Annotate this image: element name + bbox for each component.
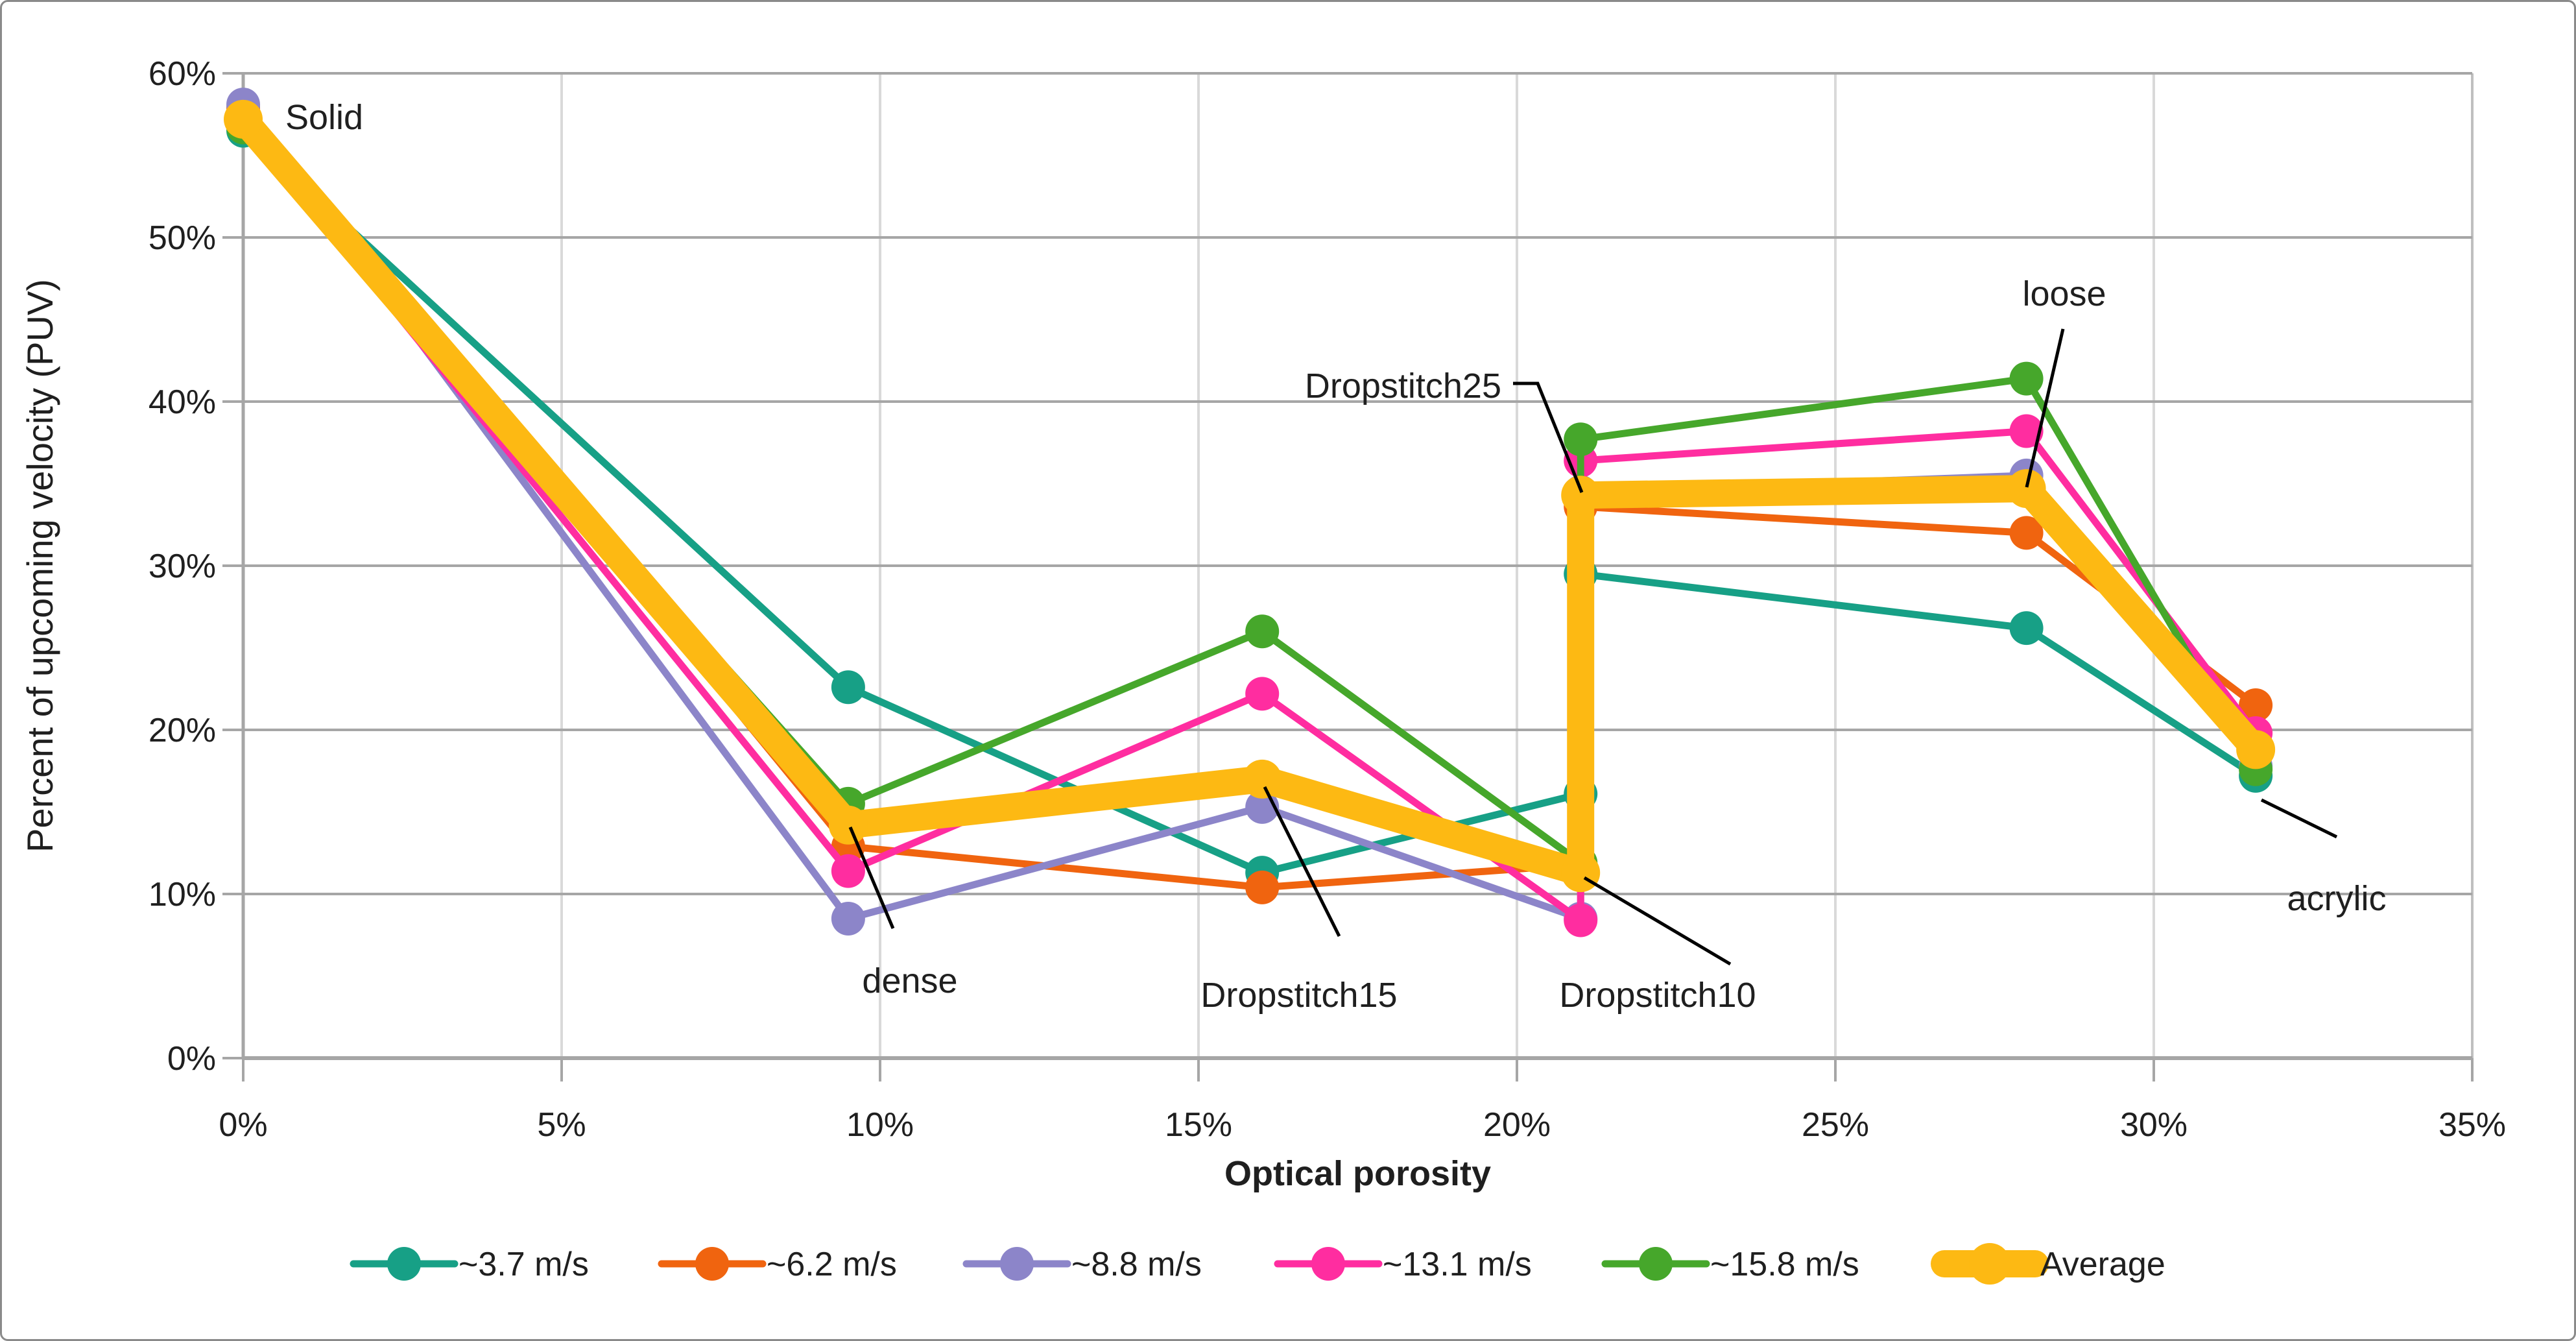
y-tick-label: 40% [149, 383, 216, 421]
data-point-marker[interactable] [2236, 730, 2276, 769]
data-point-marker[interactable] [2009, 414, 2044, 448]
annotation-leader-line [2025, 328, 2065, 488]
data-point-marker[interactable] [1564, 903, 1598, 937]
legend-item-~3.7 m/s[interactable]: ~3.7 m/s [350, 1246, 589, 1283]
data-point-marker[interactable] [2009, 611, 2044, 646]
annotation-label: Dropstitch15 [1200, 976, 1397, 1015]
x-tick-label: 0% [219, 1106, 267, 1144]
data-point-marker[interactable] [1564, 422, 1598, 457]
legend-marker-icon [1969, 1243, 2010, 1285]
data-point-marker[interactable] [828, 805, 868, 845]
data-point-marker[interactable] [1245, 614, 1280, 649]
x-axis-title: Optical porosity [1224, 1154, 1491, 1193]
annotation-leader-line [1513, 381, 1584, 493]
legend-marker-icon [1000, 1247, 1034, 1281]
annotation-leader-line [848, 827, 895, 929]
series-Average[interactable] [224, 99, 2276, 893]
axis-titles: Optical porosity Percent of upcoming velo… [19, 279, 1491, 1193]
y-tick-label: 60% [149, 55, 216, 93]
y-tick-label: 20% [149, 712, 216, 749]
annotation-leader-line [2260, 798, 2338, 839]
data-point-marker[interactable] [831, 901, 865, 936]
legend-marker-icon [695, 1247, 729, 1281]
annotation-label: Dropstitch25 [1305, 367, 1501, 405]
data-point-marker[interactable] [1243, 759, 1282, 799]
data-point-marker[interactable] [2009, 361, 2044, 396]
legend-item-~15.8 m/s[interactable]: ~15.8 m/s [1601, 1246, 1859, 1283]
data-point-marker[interactable] [1561, 476, 1601, 515]
annotation-label: loose [2022, 274, 2106, 313]
legend-marker-icon [387, 1247, 421, 1281]
axes [222, 72, 2474, 1081]
y-tick-label: 0% [167, 1040, 216, 1078]
legend-label: ~6.2 m/s [767, 1246, 897, 1283]
x-tick-label: 15% [1165, 1106, 1232, 1144]
annotations: Solid dense Dropstitch15 Dropstitch10 Dropst… [285, 98, 2387, 1015]
data-point-marker[interactable] [2007, 469, 2046, 509]
annotation-leader-line [1263, 786, 1341, 937]
legend-item-Average[interactable]: Average [1931, 1243, 2165, 1285]
legend-marker-icon [1311, 1247, 1345, 1281]
series-~8.8 m/s[interactable] [226, 88, 2273, 936]
x-tick-label: 10% [846, 1106, 914, 1144]
x-tick-label: 35% [2439, 1106, 2506, 1144]
data-point-marker[interactable] [1245, 870, 1280, 904]
legend-label: ~15.8 m/s [1710, 1246, 1859, 1283]
legend-item-~13.1 m/s[interactable]: ~13.1 m/s [1274, 1246, 1532, 1283]
annotation-label: dense [862, 961, 957, 1000]
y-tick-label: 10% [149, 876, 216, 913]
data-point-marker[interactable] [831, 670, 865, 705]
x-tick-label: 20% [1483, 1106, 1551, 1144]
data-point-marker[interactable] [2009, 516, 2044, 550]
x-tick-label: 25% [1802, 1106, 1869, 1144]
data-point-marker[interactable] [831, 854, 865, 888]
data-point-marker[interactable] [224, 99, 263, 139]
legend-label: ~3.7 m/s [459, 1246, 589, 1283]
tick-labels: 0% 5% 10% 15% 20% 25% 30% 35% 0% 10% 20% 30% 40% 50% 6… [149, 55, 2506, 1144]
annotation-label: Solid [285, 98, 363, 137]
legend-item-~6.2 m/s[interactable]: ~6.2 m/s [658, 1246, 897, 1283]
annotation-leader-line [1583, 876, 1732, 966]
x-tick-label: 30% [2120, 1106, 2188, 1144]
y-tick-label: 30% [149, 548, 216, 585]
y-axis-title: Percent of upcoming velocity (PUV) [19, 279, 60, 852]
legend-marker-icon [1639, 1247, 1673, 1281]
legend-label: ~8.8 m/s [1071, 1246, 1202, 1283]
legend-item-~8.8 m/s[interactable]: ~8.8 m/s [962, 1246, 1202, 1283]
data-point-marker[interactable] [1561, 853, 1601, 893]
legend: ~3.7 m/s ~6.2 m/s ~8.8 m/s ~13.1 m/s ~15.8 m… [350, 1243, 2165, 1285]
data-point-marker[interactable] [1245, 677, 1280, 711]
y-tick-label: 50% [149, 219, 216, 257]
legend-label: ~13.1 m/s [1383, 1246, 1532, 1283]
annotation-label: acrylic [2287, 879, 2386, 918]
legend-label: Average [2040, 1246, 2165, 1283]
data-point-marker[interactable] [2239, 688, 2273, 723]
annotation-label: Dropstitch10 [1559, 976, 1756, 1015]
x-tick-label: 5% [537, 1106, 586, 1144]
